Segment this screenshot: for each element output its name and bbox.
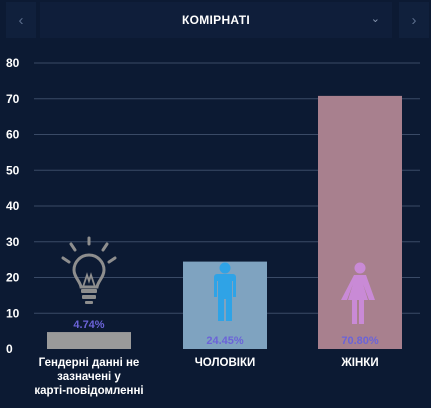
- lightbulb-ray: [101, 242, 109, 252]
- data-label: 24.45%: [206, 335, 244, 347]
- male-person-icon: [214, 262, 236, 321]
- chevron-right-icon[interactable]: ›: [399, 2, 429, 38]
- y-tick-label: 70: [6, 92, 20, 106]
- category-label: зазначені у: [57, 371, 121, 383]
- category-label: Гендерні данні не: [39, 357, 140, 369]
- data-label: 4.74%: [73, 319, 104, 331]
- y-tick-label: 0: [6, 342, 13, 356]
- selector-title: КОМІРНАТІ: [181, 13, 251, 27]
- lightbulb-tip: [85, 301, 93, 304]
- lightbulb-base: [81, 289, 97, 293]
- lightbulb-base: [82, 295, 96, 299]
- chevron-down-icon[interactable]: ⌄: [370, 13, 380, 25]
- person-body: [341, 275, 375, 324]
- y-tick-label: 10: [6, 306, 20, 320]
- lightbulb-icon: [61, 236, 117, 304]
- lightbulb-ray: [107, 256, 117, 264]
- category-label: карті-повідомленні: [34, 385, 143, 397]
- lightbulb-filament: [82, 272, 96, 288]
- data-label: 70.80%: [341, 335, 379, 347]
- category-selector[interactable]: КОМІРНАТІ ⌄: [40, 2, 392, 38]
- bar: [47, 332, 131, 349]
- y-tick-label: 60: [6, 128, 20, 142]
- lightbulb-ray: [69, 242, 77, 252]
- y-tick-label: 40: [6, 199, 20, 213]
- y-tick-label: 30: [6, 235, 20, 249]
- lightbulb-glass: [72, 253, 106, 289]
- chart-header: ‹ КОМІРНАТІ ⌄ ›: [0, 0, 431, 40]
- female-person-icon: [341, 262, 375, 324]
- person-head: [354, 262, 366, 274]
- chevron-left-icon[interactable]: ‹: [6, 2, 36, 38]
- category-label: ЧОЛОВІКИ: [195, 357, 256, 369]
- person-body: [214, 274, 236, 321]
- person-head: [219, 262, 231, 274]
- y-tick-label: 50: [6, 163, 20, 177]
- category-label: ЖІНКИ: [340, 357, 378, 369]
- lightbulb-ray: [61, 256, 71, 264]
- y-tick-label: 20: [6, 271, 20, 285]
- y-tick-label: 80: [6, 56, 20, 70]
